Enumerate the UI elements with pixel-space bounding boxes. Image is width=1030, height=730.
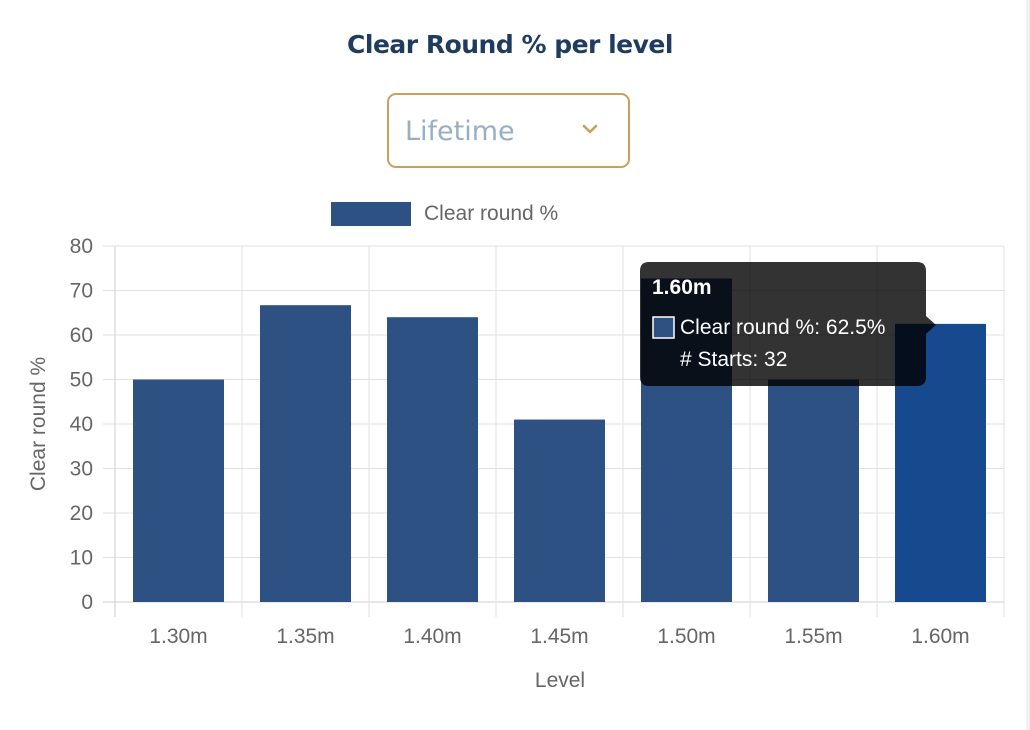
y-tick-label: 20 bbox=[70, 502, 93, 525]
tooltip-line-starts: # Starts: 32 bbox=[680, 348, 787, 371]
axes: 0 10 20 30 40 50 60 70 80 1.30m 1.35m 1.40m 1.45m 1.5… bbox=[70, 235, 970, 648]
legend-swatch bbox=[331, 202, 411, 226]
x-tick-label: 1.45m bbox=[530, 625, 588, 648]
scrollbar[interactable] bbox=[1026, 0, 1030, 730]
x-tick-label: 1.55m bbox=[784, 625, 842, 648]
chevron-down-icon bbox=[582, 124, 598, 134]
y-tick-label: 10 bbox=[70, 547, 93, 570]
bar-1-55m[interactable] bbox=[768, 379, 859, 603]
legend[interactable]: Clear round % bbox=[331, 202, 558, 226]
y-tick-label: 30 bbox=[70, 458, 93, 481]
tooltip: 1.60m Clear round %: 62.5% # Starts: 32 bbox=[640, 262, 936, 386]
x-tick-label: 1.35m bbox=[276, 625, 334, 648]
y-tick-label: 80 bbox=[70, 235, 93, 258]
y-tick-label: 0 bbox=[81, 591, 93, 614]
x-tick-label: 1.60m bbox=[911, 625, 969, 648]
y-tick-label: 40 bbox=[70, 413, 93, 436]
y-tick-label: 50 bbox=[70, 369, 93, 392]
period-select[interactable]: Lifetime bbox=[387, 93, 630, 168]
period-select-value: Lifetime bbox=[405, 116, 515, 147]
x-tick-label: 1.40m bbox=[403, 625, 461, 648]
bar-1-40m[interactable] bbox=[387, 317, 478, 602]
y-tick-label: 70 bbox=[70, 280, 93, 303]
y-tick-label: 60 bbox=[70, 324, 93, 347]
x-tick-label: 1.50m bbox=[657, 625, 715, 648]
bar-1-30m[interactable] bbox=[133, 379, 224, 603]
tooltip-swatch bbox=[652, 316, 675, 339]
tooltip-line-value: Clear round %: 62.5% bbox=[680, 316, 885, 339]
tooltip-title: 1.60m bbox=[652, 276, 712, 299]
legend-label: Clear round % bbox=[424, 202, 558, 225]
bar-1-45m[interactable] bbox=[514, 419, 605, 602]
tooltip-box bbox=[640, 262, 936, 386]
page-title: Clear Round % per level bbox=[347, 30, 673, 59]
x-axis-title: Level bbox=[535, 669, 585, 692]
y-axis-title: Clear round % bbox=[27, 357, 50, 491]
x-tick-label: 1.30m bbox=[149, 625, 207, 648]
bars bbox=[133, 278, 986, 602]
bar-1-35m[interactable] bbox=[260, 305, 351, 602]
